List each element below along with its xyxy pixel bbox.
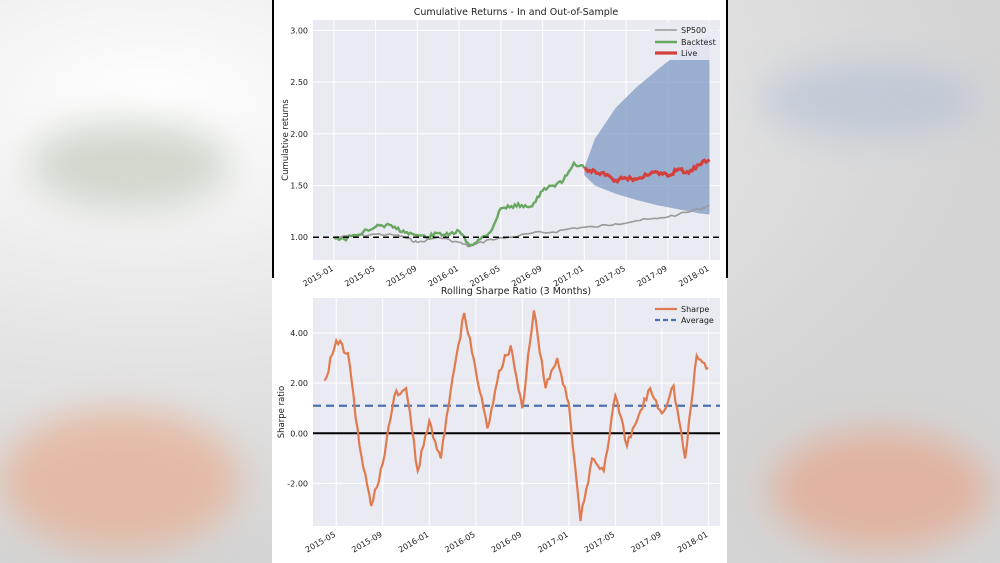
y-tick-label: 1.50: [290, 182, 308, 191]
legend-label-backtest: Backtest: [681, 38, 716, 47]
y-tick-label: 0.00: [290, 429, 308, 438]
chart-title: Cumulative Returns - In and Out-of-Sampl…: [414, 7, 619, 18]
y-tick-label: 1.00: [290, 233, 308, 242]
x-tick-labels: 2015-05 2015-09 2016-01 2016-05 2016-09 2017-…: [304, 530, 710, 555]
x-tick-labels: 2015-01 2015-05 2015-09 2016-01 2016-05 2016-…: [301, 264, 710, 289]
sharpe-plot-area: [313, 298, 720, 526]
legend-label-sharpe: Sharpe: [681, 305, 709, 314]
x-tick-label: 2015-05: [304, 530, 337, 555]
x-tick-label: 2017-05: [583, 530, 616, 555]
x-tick-label: 2017-09: [629, 530, 662, 555]
legend-label-live: Live: [681, 49, 697, 58]
y-axis-label: Cumulative returns: [281, 99, 291, 181]
y-tick-labels: -2.00 0.00 2.00 4.00: [287, 329, 308, 488]
background-blur-blob: [0, 410, 240, 550]
x-tick-label: 2017-01: [536, 530, 569, 555]
legend-label-average: Average: [681, 316, 714, 325]
x-tick-label: 2015-09: [350, 530, 383, 555]
x-tick-label: 2016-05: [468, 264, 501, 289]
background-blur-blob: [760, 60, 980, 140]
y-tick-label: 2.50: [290, 78, 308, 87]
live-line: [584, 158, 711, 184]
y-tick-labels: 1.00 1.50 2.00 2.50 3.00: [290, 26, 308, 242]
x-tick-label: 2017-01: [552, 264, 585, 289]
sp500-line: [333, 204, 710, 248]
frame-border-right: [726, 0, 728, 278]
x-tick-label: 2016-05: [443, 530, 476, 555]
cumulative-returns-chart: Cumulative Returns - In and Out-of-Sampl…: [281, 7, 720, 288]
x-tick-label: 2016-09: [490, 530, 523, 555]
x-tick-label: 2015-05: [343, 264, 376, 289]
background-blur-blob: [30, 120, 230, 210]
y-tick-label: -2.00: [287, 479, 308, 488]
background-blur-blob: [770, 430, 990, 550]
chart-title: Rolling Sharpe Ratio (3 Months): [441, 286, 591, 297]
x-tick-label: 2015-09: [385, 264, 418, 289]
rolling-sharpe-chart: Rolling Sharpe Ratio (3 Months) Sharpe r…: [277, 286, 720, 554]
x-tick-label: 2016-01: [427, 264, 460, 289]
y-tick-label: 2.00: [290, 379, 308, 388]
legend-label-sp500: SP500: [681, 26, 706, 35]
y-tick-label: 2.00: [290, 130, 308, 139]
legend: Sharpe Average: [650, 301, 718, 327]
legend-box: [650, 301, 718, 327]
x-tick-label: 2016-09: [510, 264, 543, 289]
y-axis-label: Sharpe ratio: [277, 386, 287, 438]
sharpe-line: [323, 310, 709, 522]
x-tick-label: 2017-09: [635, 264, 668, 289]
legend: SP500 Backtest Live: [650, 22, 718, 60]
y-tick-label: 3.00: [290, 26, 308, 35]
x-tick-label: 2016-01: [397, 530, 430, 555]
x-tick-label: 2018-01: [677, 264, 710, 289]
y-tick-label: 4.00: [290, 329, 308, 338]
x-tick-label: 2017-05: [594, 264, 627, 289]
x-tick-label: 2018-01: [676, 530, 709, 555]
x-tick-label: 2015-01: [301, 264, 334, 289]
frame-border-left: [272, 0, 274, 278]
